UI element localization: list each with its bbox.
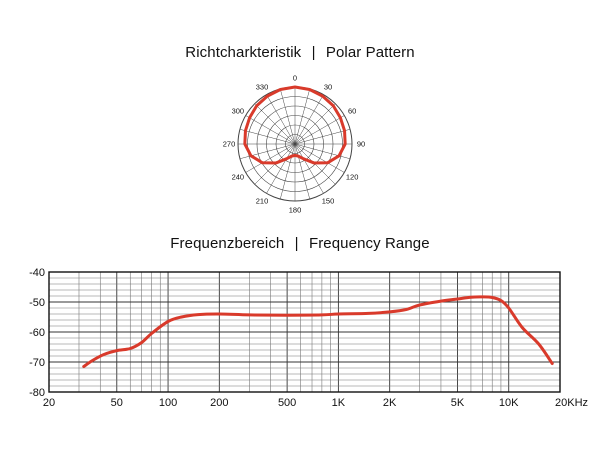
frequency-title-de: Frequenzbereich	[170, 235, 285, 252]
polar-radial-line	[294, 129, 351, 145]
polar-angle-label: 210	[256, 197, 269, 206]
polar-angle-label: 120	[346, 173, 359, 182]
polar-angle-label: 30	[324, 82, 332, 91]
polar-radial-line	[280, 143, 296, 200]
frequency-response-curve	[82, 295, 554, 368]
frequency-x-tick-label: 200	[210, 397, 228, 409]
frequency-y-tick-label: -50	[29, 297, 45, 309]
polar-title-en: Polar Pattern	[325, 44, 415, 61]
frequency-plot-frame	[48, 271, 561, 393]
polar-pattern-curve	[243, 85, 347, 165]
frequency-x-tick-label: 1K	[332, 397, 346, 409]
polar-angle-label: 90	[357, 140, 365, 149]
polar-radial-line	[294, 103, 336, 145]
polar-angle-label: 270	[223, 140, 236, 149]
polar-angle-label: 300	[232, 107, 245, 116]
polar-radial-line	[245, 115, 296, 145]
polar-angle-label: 150	[322, 197, 335, 206]
frequency-y-tick-label: -80	[29, 387, 45, 399]
frequency-y-tick-label: -40	[29, 267, 45, 279]
polar-angle-label: 0	[293, 74, 297, 83]
polar-radial-line	[294, 94, 324, 145]
polar-radial-line	[254, 103, 296, 145]
frequency-x-tick-label: 20	[43, 397, 55, 409]
frequency-x-tick-label: 50	[111, 397, 123, 409]
polar-radial-line	[294, 143, 324, 194]
frequency-x-tick-label: 20KHz	[555, 397, 588, 409]
polar-angle-label: 240	[232, 173, 245, 182]
polar-chart-title: Richtcharkteristik | Polar Pattern	[0, 44, 600, 61]
frequency-x-tick-label: 2K	[383, 397, 397, 409]
frequency-y-tick-label: -60	[29, 327, 45, 339]
polar-angle-label: 60	[348, 107, 356, 116]
frequency-x-tick-label: 100	[159, 397, 177, 409]
frequency-x-tick-label: 500	[278, 397, 296, 409]
polar-radial-line	[280, 88, 296, 145]
frequency-x-tick-label: 5K	[451, 397, 465, 409]
polar-title-de: Richtcharkteristik	[185, 44, 302, 61]
frequency-chart-title: Frequenzbereich | Frequency Range	[0, 235, 600, 252]
polar-radial-line	[245, 143, 296, 173]
polar-radial-line	[294, 143, 345, 173]
frequency-x-tick-label: 10K	[499, 397, 519, 409]
polar-radial-line	[266, 94, 296, 145]
frequency-title-en: Frequency Range	[308, 235, 430, 252]
polar-radial-line	[239, 129, 296, 145]
polar-title-separator: |	[311, 44, 316, 61]
frequency-y-tick-label: -70	[29, 357, 45, 369]
polar-angle-label: 330	[256, 82, 269, 91]
polar-radial-line	[294, 88, 310, 145]
polar-radial-line	[266, 143, 296, 194]
polar-radial-line	[294, 143, 351, 159]
frequency-title-separator: |	[294, 235, 299, 252]
polar-radial-line	[294, 143, 310, 200]
polar-angle-label: 180	[289, 206, 302, 215]
polar-radial-line	[294, 115, 345, 145]
polar-radial-line	[239, 143, 296, 159]
